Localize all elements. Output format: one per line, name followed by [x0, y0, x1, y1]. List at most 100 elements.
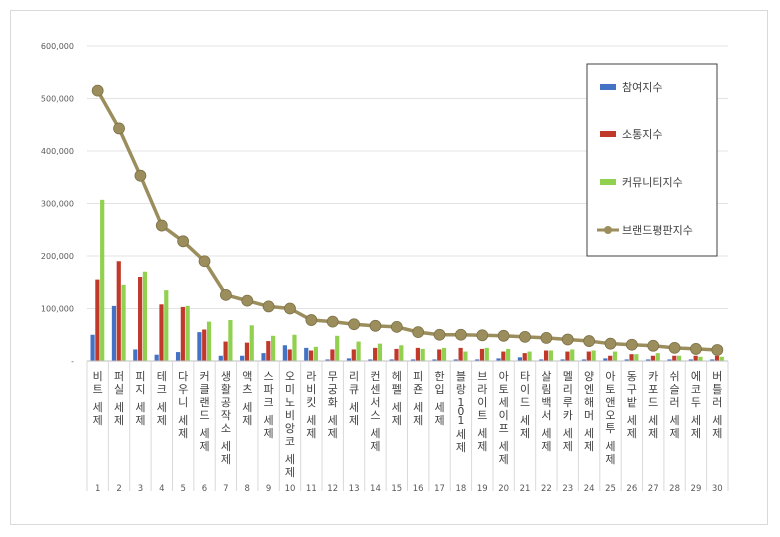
line-point: [262, 300, 275, 313]
line-point: [305, 314, 318, 326]
bar-소통지수: [266, 341, 271, 361]
bar-참여지수: [111, 305, 117, 361]
bar-소통지수: [415, 347, 420, 361]
rank-label: 19: [477, 484, 488, 494]
y-tick-label: 600,000: [41, 42, 74, 51]
rank-label: 14: [370, 484, 381, 494]
rank-label: 1: [95, 484, 100, 494]
legend-label: 커뮤니티지수: [622, 176, 683, 189]
bar-커뮤니티지수: [612, 351, 618, 361]
line-point: [91, 84, 104, 97]
bar-소통지수: [287, 349, 292, 361]
x-axis: 비 트 세 제 1 퍼 실 세 제 2 피 지 세 제 3 테 크 세 제 4 다 우 니 세 제 5 커 클 랜 드 세 제 6 생 활 공 작 소 세 제…: [86, 360, 729, 494]
bar-커뮤니티지수: [420, 348, 425, 361]
rank-label: 20: [498, 484, 509, 494]
bar-소통지수: [565, 351, 570, 361]
bar-참여지수: [218, 355, 223, 361]
bar-소통지수: [501, 351, 506, 361]
bar-커뮤니티지수: [399, 345, 404, 361]
bar-참여지수: [90, 334, 95, 361]
bar-참여지수: [496, 358, 501, 361]
bar-참여지수: [240, 355, 245, 361]
bar-참여지수: [453, 359, 458, 361]
bar-소통지수: [373, 347, 378, 361]
bar-참여지수: [368, 359, 373, 361]
bar-참여지수: [410, 359, 416, 361]
rank-label: 5: [180, 484, 185, 494]
bar-소통지수: [394, 348, 399, 361]
line-point: [690, 343, 702, 355]
bar-커뮤니티지수: [591, 350, 596, 361]
rank-label: 28: [669, 484, 680, 494]
bar-소통지수: [672, 355, 677, 361]
bar-커뮤니티지수: [164, 290, 169, 361]
bar-소통지수: [458, 347, 463, 361]
line-point: [412, 326, 425, 339]
bar-소통지수: [608, 355, 613, 361]
bar-커뮤니티지수: [100, 199, 105, 361]
bar-소통지수: [138, 277, 143, 361]
bar-소통지수: [202, 329, 207, 361]
rank-label: 26: [626, 484, 637, 494]
rank-label: 22: [541, 484, 552, 494]
bar-커뮤니티지수: [249, 325, 254, 361]
bar-커뮤니티지수: [506, 348, 511, 361]
rank-label: 12: [327, 484, 338, 494]
bar-소통지수: [629, 354, 634, 361]
y-tick-label: -: [71, 357, 74, 366]
bar-커뮤니티지수: [484, 347, 489, 361]
bar-참여지수: [603, 358, 608, 361]
bar-참여지수: [517, 357, 523, 361]
y-tick-label: 100,000: [41, 305, 74, 314]
bar-커뮤니티지수: [335, 335, 340, 361]
line-point: [390, 320, 403, 333]
line-point: [497, 329, 510, 342]
bar-참여지수: [688, 359, 693, 361]
line-point: [625, 338, 638, 351]
line-point: [561, 333, 574, 346]
bar-커뮤니티지수: [185, 305, 190, 361]
line-point: [455, 328, 467, 341]
legend-swatch: [600, 131, 616, 137]
line-point: [155, 219, 168, 232]
bar-소통지수: [223, 341, 228, 361]
bar-소통지수: [586, 351, 591, 361]
rank-label: 30: [712, 484, 723, 494]
rank-label: 24: [584, 484, 595, 494]
rank-label: 18: [456, 484, 467, 494]
line-point: [540, 331, 553, 344]
bar-소통지수: [522, 353, 527, 361]
line-point: [113, 122, 125, 135]
line-point: [348, 318, 360, 331]
y-tick-label: 300,000: [41, 200, 74, 209]
brand-index-line: [91, 84, 724, 356]
bar-커뮤니티지수: [313, 346, 318, 361]
bar-소통지수: [116, 261, 121, 361]
bar-커뮤니티지수: [206, 321, 212, 361]
bar-커뮤니티지수: [377, 343, 383, 361]
bar-커뮤니티지수: [121, 284, 126, 361]
bar-커뮤니티지수: [698, 356, 703, 361]
bar-참여지수: [133, 349, 138, 361]
bar-소통지수: [693, 355, 698, 361]
line-point: [284, 302, 296, 315]
rank-label: 7: [223, 484, 228, 494]
bar-소통지수: [437, 349, 442, 361]
